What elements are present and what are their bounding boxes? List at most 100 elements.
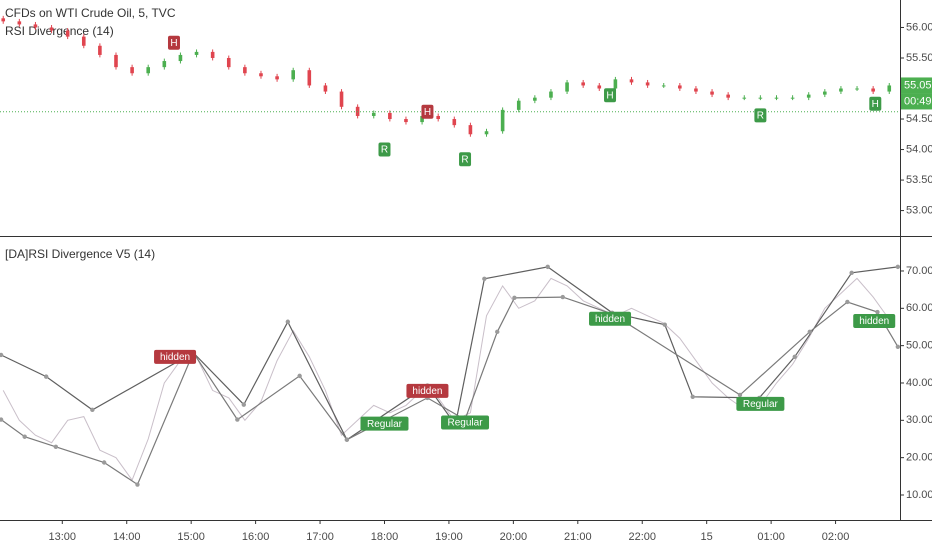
y-tick-label: 30.00 xyxy=(906,414,932,426)
divergence-badge xyxy=(441,415,490,430)
divergence-badge xyxy=(167,35,180,50)
candle-body xyxy=(742,97,747,99)
y-tick-label: 20.00 xyxy=(906,452,932,464)
candle-body xyxy=(1,18,6,22)
divergence-badge xyxy=(604,88,617,103)
candle-body xyxy=(420,115,424,123)
y-tick-label: 54.00 xyxy=(906,143,932,155)
y-tick-label: 40.00 xyxy=(906,377,932,389)
candle-body xyxy=(887,85,892,92)
divergence-badge xyxy=(869,96,882,111)
y-tick-label: 53.00 xyxy=(906,204,932,216)
candle-body xyxy=(629,79,634,83)
rsi-legend: [DA]RSI Divergence V5 (14) xyxy=(5,247,155,261)
candle-body xyxy=(533,97,537,101)
candle-body xyxy=(17,21,22,25)
pivot-point xyxy=(690,394,695,399)
divergence-badge xyxy=(154,349,197,364)
divergence-label: hidden xyxy=(412,386,442,397)
candle-body xyxy=(307,70,312,86)
candle-body xyxy=(468,125,473,135)
x-tick-label: 17:00 xyxy=(306,531,334,543)
pivot-point xyxy=(495,329,500,335)
pivot-point xyxy=(512,295,517,301)
divergence-badge xyxy=(406,383,449,398)
pivot-point xyxy=(101,460,107,465)
divergence-label: R xyxy=(381,145,388,156)
pivot-point xyxy=(297,373,302,379)
divergence-badge xyxy=(360,416,409,431)
candle-body xyxy=(823,91,827,95)
divergence-badge xyxy=(736,396,785,411)
x-tick-label: 14:00 xyxy=(113,531,141,543)
pivot-point xyxy=(737,392,743,398)
candle-body xyxy=(839,88,843,92)
pivot-point xyxy=(0,417,4,422)
divergence-label: H xyxy=(170,38,177,49)
divergence-label: hidden xyxy=(160,352,190,363)
y-tick-label: 50.00 xyxy=(906,340,932,352)
candle-body xyxy=(774,97,779,99)
x-tick-label: 02:00 xyxy=(822,531,850,543)
x-tick-label: 18:00 xyxy=(371,531,399,543)
candle-body xyxy=(581,82,585,86)
x-tick-label: 15:00 xyxy=(177,531,205,543)
divergence-badge xyxy=(421,104,434,119)
divergence-badge xyxy=(459,152,472,167)
candle-body xyxy=(49,27,54,31)
pivot-point xyxy=(849,270,854,276)
pivot-point xyxy=(285,319,291,324)
y-tick-label: 55.50 xyxy=(906,52,932,64)
pivot-point xyxy=(53,444,59,450)
candle-body xyxy=(404,119,408,123)
candle-body xyxy=(33,24,38,28)
pivot-point xyxy=(482,276,487,282)
pivot-point xyxy=(135,482,140,487)
candle-body xyxy=(452,119,457,126)
candle-body xyxy=(726,94,730,98)
x-tick-label: 16:00 xyxy=(242,531,270,543)
pivot-point xyxy=(241,402,246,407)
pivot-point xyxy=(43,374,49,379)
candle-body xyxy=(146,67,151,74)
divergence-label: Regular xyxy=(743,399,779,410)
pivot-point xyxy=(0,352,4,358)
pivot-point xyxy=(875,309,880,315)
divergence-label: R xyxy=(461,154,468,165)
candle-body xyxy=(565,82,569,92)
candle-body xyxy=(81,36,86,46)
divergence-label: Regular xyxy=(367,419,403,430)
pivot-point xyxy=(662,322,667,327)
divergence-badge xyxy=(754,108,767,123)
divergence-label: hidden xyxy=(595,314,625,325)
candle-body xyxy=(484,131,489,135)
candle-body xyxy=(65,30,70,37)
y-tick-label: 54.50 xyxy=(906,113,932,125)
candle-body xyxy=(500,109,505,132)
divergence-badge xyxy=(853,314,896,329)
divergence-label: H xyxy=(872,99,879,110)
candle-body xyxy=(178,54,183,62)
x-tick-label: 01:00 xyxy=(757,531,785,543)
pivot-point xyxy=(235,417,240,422)
candle-body xyxy=(98,45,102,55)
candle-body xyxy=(371,112,376,116)
pivot-point xyxy=(895,344,901,349)
indicator-legend: RSI Divergence (14) xyxy=(5,24,114,38)
x-tick-label: 13:00 xyxy=(49,531,77,543)
candle-body xyxy=(516,100,521,110)
divergence-label: Regular xyxy=(448,418,484,429)
symbol-legend: CFDs on WTI Crude Oil, 5, TVC xyxy=(5,6,176,20)
y-tick-label: 10.00 xyxy=(906,489,932,501)
candle-body xyxy=(855,88,859,90)
candle-body xyxy=(678,85,682,89)
divergence-label: H xyxy=(424,107,431,118)
x-tick-label: 20:00 xyxy=(500,531,528,543)
candle-body xyxy=(871,88,875,92)
countdown-label: 00:49 xyxy=(904,95,932,107)
y-tick-label: 70.00 xyxy=(906,265,932,277)
divergence-label: H xyxy=(606,90,613,101)
pivot-point xyxy=(807,329,812,335)
